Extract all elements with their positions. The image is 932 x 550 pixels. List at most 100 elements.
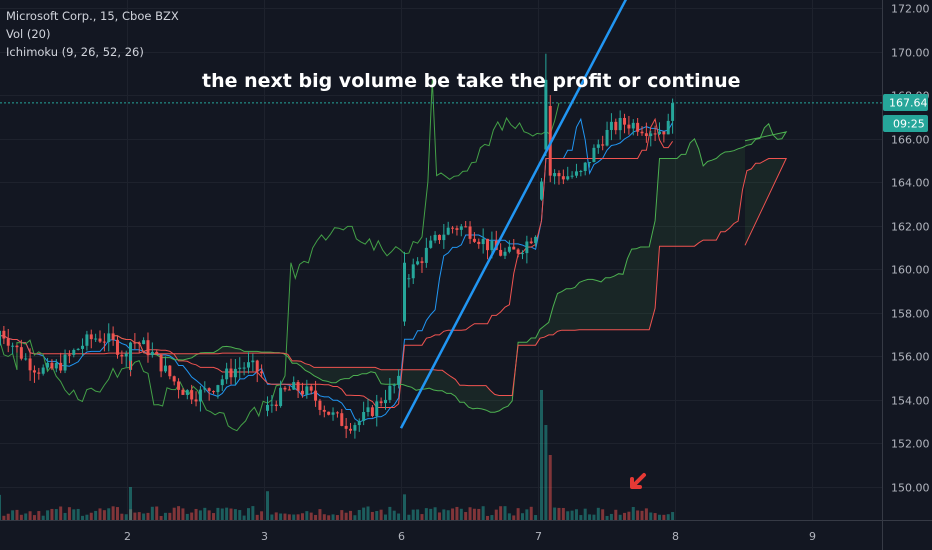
volume-bar bbox=[468, 507, 472, 520]
legend-symbol[interactable]: Microsoft Corp., 15, Cboe BZX bbox=[6, 9, 179, 23]
candle-body bbox=[403, 262, 406, 322]
leading-span-a bbox=[113, 122, 788, 413]
volume-bar bbox=[548, 455, 552, 520]
volume-bar bbox=[318, 509, 322, 520]
volume-bar bbox=[19, 514, 23, 520]
volume-bar bbox=[305, 511, 309, 520]
candle-body bbox=[437, 234, 441, 241]
legend-volume[interactable]: Vol (20) bbox=[6, 27, 51, 41]
candle-body bbox=[468, 226, 472, 239]
candle-body bbox=[383, 399, 387, 404]
candle-body bbox=[41, 367, 45, 374]
volume-bar bbox=[76, 508, 80, 520]
candle-body bbox=[305, 386, 309, 395]
volume-bar bbox=[362, 507, 366, 520]
candle-body bbox=[601, 144, 605, 146]
volume-bar bbox=[490, 515, 494, 520]
candle-body bbox=[54, 362, 58, 369]
volume-bar bbox=[28, 511, 32, 520]
volume-bar bbox=[424, 508, 428, 520]
volume-bar bbox=[32, 515, 36, 520]
volume-bar bbox=[397, 513, 401, 520]
time-axis[interactable]: 2 3 6 7 8 9 bbox=[124, 530, 816, 543]
volume-bar bbox=[540, 390, 543, 520]
volume-bar bbox=[525, 509, 529, 520]
volume-bar bbox=[592, 514, 596, 520]
annotation-text[interactable]: the next big volume be take the profit o… bbox=[202, 70, 741, 92]
candle-body bbox=[544, 79, 548, 150]
candle-body bbox=[6, 338, 10, 346]
volume-bar bbox=[212, 513, 216, 520]
candle-body bbox=[94, 338, 98, 340]
volume-bar bbox=[2, 515, 6, 520]
volume-bar bbox=[574, 509, 578, 520]
candle-body bbox=[322, 409, 326, 412]
volume-bar bbox=[225, 507, 229, 520]
candle-body bbox=[375, 401, 379, 416]
candle-body bbox=[442, 234, 446, 241]
volume-bar bbox=[631, 506, 635, 520]
candle-body bbox=[503, 251, 507, 256]
volume-bar bbox=[37, 511, 41, 520]
volume-bar bbox=[375, 510, 379, 520]
trendline[interactable] bbox=[399, 0, 634, 429]
candle-body bbox=[19, 347, 23, 359]
volume-bar bbox=[657, 514, 661, 520]
volume-bar bbox=[383, 514, 387, 520]
candle-body bbox=[424, 247, 428, 263]
y-tick-label: 154.00 bbox=[891, 395, 930, 408]
volume-bar bbox=[72, 509, 76, 520]
volume-bar bbox=[416, 509, 420, 520]
volume-bar bbox=[544, 425, 548, 520]
legend-ichimoku[interactable]: Ichimoku (9, 26, 52, 26) bbox=[6, 45, 144, 59]
candle-body bbox=[649, 133, 653, 137]
candle-body bbox=[640, 131, 644, 134]
candle-body bbox=[233, 368, 237, 378]
volume-bar bbox=[137, 512, 141, 520]
volume-bar bbox=[159, 515, 163, 520]
candle-body bbox=[85, 334, 89, 346]
volume-bar bbox=[516, 508, 520, 520]
candle-body bbox=[653, 133, 657, 135]
cloud-fill bbox=[113, 123, 787, 413]
candle-body bbox=[609, 121, 613, 130]
candle-body bbox=[107, 333, 111, 343]
volume-bar bbox=[486, 515, 490, 520]
candle-body bbox=[98, 338, 102, 342]
volume-bar bbox=[420, 514, 424, 520]
candle-body bbox=[662, 131, 666, 135]
volume-bar bbox=[85, 514, 89, 520]
volume-bar bbox=[507, 513, 511, 520]
volume-bar bbox=[270, 514, 274, 520]
volume-bar bbox=[266, 491, 269, 520]
volume-bar bbox=[481, 506, 485, 520]
volume-bar bbox=[605, 515, 609, 520]
candle-body bbox=[111, 333, 115, 340]
candle-body bbox=[318, 400, 322, 410]
candle-body bbox=[397, 375, 401, 385]
price-axis[interactable]: 150.00 152.00 154.00 156.00 158.00 160.00 162.… bbox=[891, 3, 930, 495]
volume-bar bbox=[477, 508, 481, 520]
candle-body bbox=[216, 385, 220, 393]
volume-bar bbox=[451, 508, 455, 520]
volume-bar bbox=[379, 509, 383, 520]
candle-body bbox=[24, 358, 28, 360]
volume-bar bbox=[644, 508, 648, 520]
volume-bar bbox=[41, 515, 45, 520]
candle-body bbox=[115, 339, 119, 355]
y-tick-label: 172.00 bbox=[891, 3, 930, 16]
candle-body bbox=[540, 181, 543, 200]
volume-bar bbox=[194, 508, 198, 520]
volume-bar bbox=[464, 512, 468, 520]
candle-body bbox=[207, 388, 211, 392]
candle-body bbox=[124, 353, 128, 357]
candle-body bbox=[32, 370, 36, 373]
volume-bars bbox=[0, 390, 675, 520]
candle-body bbox=[349, 428, 353, 431]
candle-body bbox=[512, 246, 516, 250]
candle-body bbox=[548, 105, 552, 176]
volume-bar bbox=[251, 506, 255, 520]
candle-body bbox=[335, 412, 339, 414]
candle-body bbox=[605, 129, 609, 146]
